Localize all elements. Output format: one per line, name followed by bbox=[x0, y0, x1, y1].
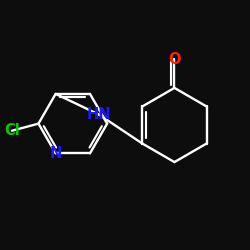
Text: Cl: Cl bbox=[4, 123, 20, 138]
Text: HN: HN bbox=[87, 107, 111, 122]
Text: O: O bbox=[168, 52, 181, 66]
Text: N: N bbox=[50, 146, 62, 161]
